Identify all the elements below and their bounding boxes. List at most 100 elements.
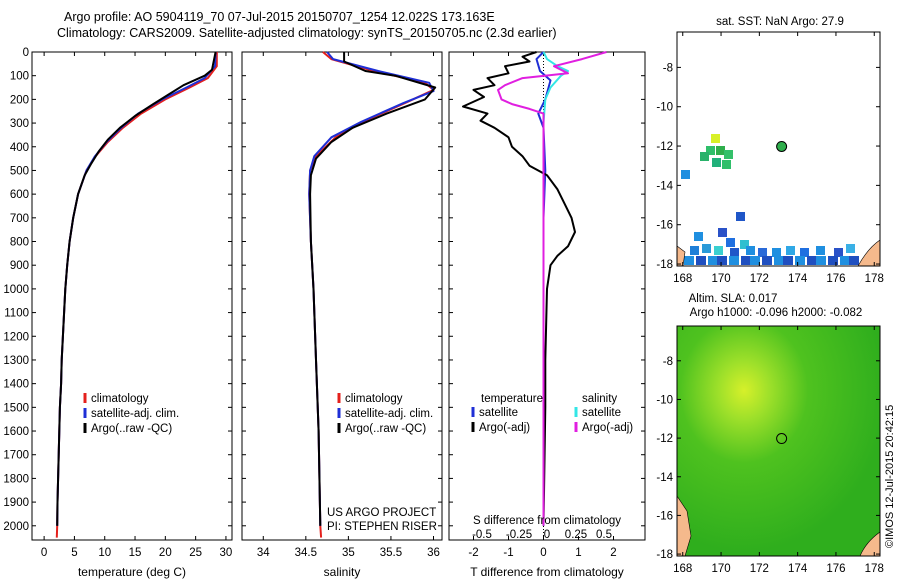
s-tick-label: 0 xyxy=(544,529,550,541)
legend-label: Argo(..raw -QC) xyxy=(91,423,172,435)
sst-cell xyxy=(746,246,755,255)
sst-cell xyxy=(758,248,767,257)
y-tick-label: -18 xyxy=(656,259,673,271)
x-tick-label: 170 xyxy=(711,273,730,285)
sst-cell xyxy=(711,134,720,143)
series-line-2 xyxy=(56,51,217,526)
sst-cell xyxy=(724,150,733,159)
x-tick-label: 168 xyxy=(673,273,692,285)
float-marker xyxy=(776,140,788,152)
y-tick-label: -12 xyxy=(656,433,673,445)
plot-frame xyxy=(241,51,443,541)
x-tick-label: 172 xyxy=(750,563,769,575)
y-tick-label: -14 xyxy=(656,180,673,192)
legend-label: satellite-adj. clim. xyxy=(345,408,433,420)
x-axis-label: temperature (deg C) xyxy=(78,565,186,579)
sst-cell xyxy=(726,238,735,247)
x-tick-label: 172 xyxy=(750,273,769,285)
sla-map-title: Altim. SLA: 0.017 xyxy=(689,293,778,305)
x-tick-label: 34 xyxy=(257,547,270,559)
y-tick-label: 1900 xyxy=(3,497,29,509)
sst-cell xyxy=(774,256,784,265)
x-tick-label: 170 xyxy=(711,563,730,575)
y-tick-label: -10 xyxy=(656,394,673,406)
sla-field xyxy=(677,326,880,556)
y-tick-label: 800 xyxy=(10,237,29,249)
sst-cell xyxy=(786,246,795,255)
sst-cell xyxy=(712,158,721,167)
sst-cell xyxy=(807,256,817,265)
x-axis-label: salinity xyxy=(324,565,361,579)
sst-cell xyxy=(717,256,727,265)
difference-panel: -2 -1 0 1 2 T difference from climatology temp… xyxy=(448,51,646,579)
y-tick-label: 200 xyxy=(10,94,29,106)
y-tick-label: 1000 xyxy=(3,284,29,296)
sla-map-subtitle: Argo h1000: -0.096 h2000: -0.082 xyxy=(690,307,863,319)
series-line-0 xyxy=(308,51,435,538)
x-tick-label: 0 xyxy=(41,547,47,559)
s-axis-label: S difference from climatology xyxy=(473,515,621,527)
y-tick-label: 500 xyxy=(10,165,29,177)
sst-cell xyxy=(690,246,699,255)
salinity-panel: 34 34.5 35 35.5 36 salinity climatology satelli… xyxy=(241,51,443,579)
sst-cell xyxy=(729,256,739,265)
y-tick-label: -14 xyxy=(656,472,673,484)
x-tick-label: 0 xyxy=(540,547,546,559)
sst-cell xyxy=(849,256,859,265)
y-tick-label: 1400 xyxy=(3,379,29,391)
sst-cell xyxy=(684,256,694,265)
series-line-3 xyxy=(497,51,607,526)
s-tick-label: -0.25 xyxy=(506,529,532,541)
y-tick-label: 100 xyxy=(10,71,29,83)
x-tick-label: -2 xyxy=(468,547,478,559)
sst-cell xyxy=(772,248,781,257)
legend-label: Argo(-adj) xyxy=(479,422,530,434)
plot-frame xyxy=(448,51,646,541)
series-line-0 xyxy=(55,52,218,538)
sst-map-title: sat. SST: NaN Argo: 27.9 xyxy=(716,16,844,28)
x-tick-label: 174 xyxy=(788,273,808,285)
sst-cell xyxy=(840,256,850,265)
y-tick-label: -8 xyxy=(663,356,673,368)
y-tick-label: 700 xyxy=(10,213,29,225)
watermark: ©IMOS 12-Jul-2015 20:42:15 xyxy=(884,405,896,548)
sst-cell xyxy=(846,244,855,253)
sst-cell xyxy=(700,152,709,161)
legend-label: Argo(-adj) xyxy=(582,422,633,434)
sst-cell xyxy=(800,248,809,257)
s-tick-label: 0.25 xyxy=(565,529,587,541)
x-tick-label: 178 xyxy=(865,563,884,575)
series-line-1 xyxy=(462,51,576,526)
legend-title-salinity: salinity xyxy=(582,393,617,405)
y-tick-label: -18 xyxy=(656,549,673,561)
series-line-2 xyxy=(309,52,437,526)
map-frame xyxy=(676,31,881,267)
y-tick-label: -8 xyxy=(663,62,673,74)
series-line-1 xyxy=(308,51,435,526)
x-tick-label: 30 xyxy=(220,547,233,559)
sst-cell xyxy=(750,256,760,265)
legend-label: climatology xyxy=(345,393,403,405)
sst-cell xyxy=(828,256,838,265)
series-line-1 xyxy=(56,51,217,526)
y-tick-label: 1300 xyxy=(3,355,29,367)
x-tick-label: 10 xyxy=(98,547,111,559)
x-tick-label: -1 xyxy=(503,547,513,559)
sst-cell xyxy=(740,240,749,249)
y-tick-label: 900 xyxy=(10,260,29,272)
x-tick-label: 35 xyxy=(342,547,355,559)
annotation-project: US ARGO PROJECT xyxy=(327,507,436,519)
sst-cell xyxy=(722,160,731,169)
sst-cell xyxy=(816,256,826,265)
y-tick-label: 600 xyxy=(10,189,29,201)
plot-frame xyxy=(31,51,233,541)
sst-cell xyxy=(696,256,706,265)
y-tick-label: 1800 xyxy=(3,473,29,485)
sst-cell xyxy=(741,256,751,265)
sst-cell xyxy=(702,244,711,253)
y-tick-label: 1500 xyxy=(3,402,29,414)
x-tick-label: 1 xyxy=(575,547,581,559)
x-tick-label: 34.5 xyxy=(295,547,317,559)
annotation-pi: PI: STEPHEN RISER xyxy=(327,521,437,533)
x-tick-label: 2 xyxy=(610,547,616,559)
